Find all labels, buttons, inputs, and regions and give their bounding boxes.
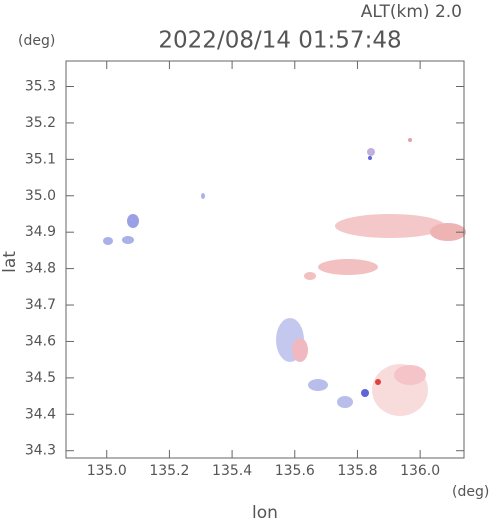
y-tick-label: 34.7: [25, 297, 56, 313]
x-tick-label: 135.0: [87, 463, 127, 479]
y-tick-label: 34.3: [25, 443, 56, 459]
echoes: [103, 138, 466, 416]
y-unit: (deg): [18, 33, 55, 49]
y-tick-label: 35.2: [25, 115, 56, 131]
x-tick-label: 135.4: [212, 463, 252, 479]
y-tick-label: 35.0: [25, 188, 56, 204]
chart-title: 2022/08/14 01:57:48: [158, 28, 401, 54]
x-tick-label: 135.2: [149, 463, 189, 479]
x-tick-label: 135.8: [337, 463, 377, 479]
chart-subtitle: ALT(km) 2.0: [361, 2, 462, 22]
y-axis-label: lat: [0, 251, 20, 273]
y-tick-label: 34.6: [25, 333, 56, 349]
y-tick-label: 34.9: [25, 224, 56, 240]
y-tick-label: 34.4: [25, 406, 56, 422]
y-tick-label: 34.8: [25, 261, 56, 277]
y-tick-label: 34.5: [25, 370, 56, 386]
x-tick-label: 136.0: [400, 463, 440, 479]
x-axis-label: lon: [252, 503, 278, 521]
plot-frame: [65, 60, 465, 459]
x-tick-label: 135.6: [275, 463, 315, 479]
y-tick-label: 35.3: [25, 78, 56, 94]
y-tick-label: 35.1: [25, 151, 56, 167]
x-unit: (deg): [452, 484, 489, 500]
